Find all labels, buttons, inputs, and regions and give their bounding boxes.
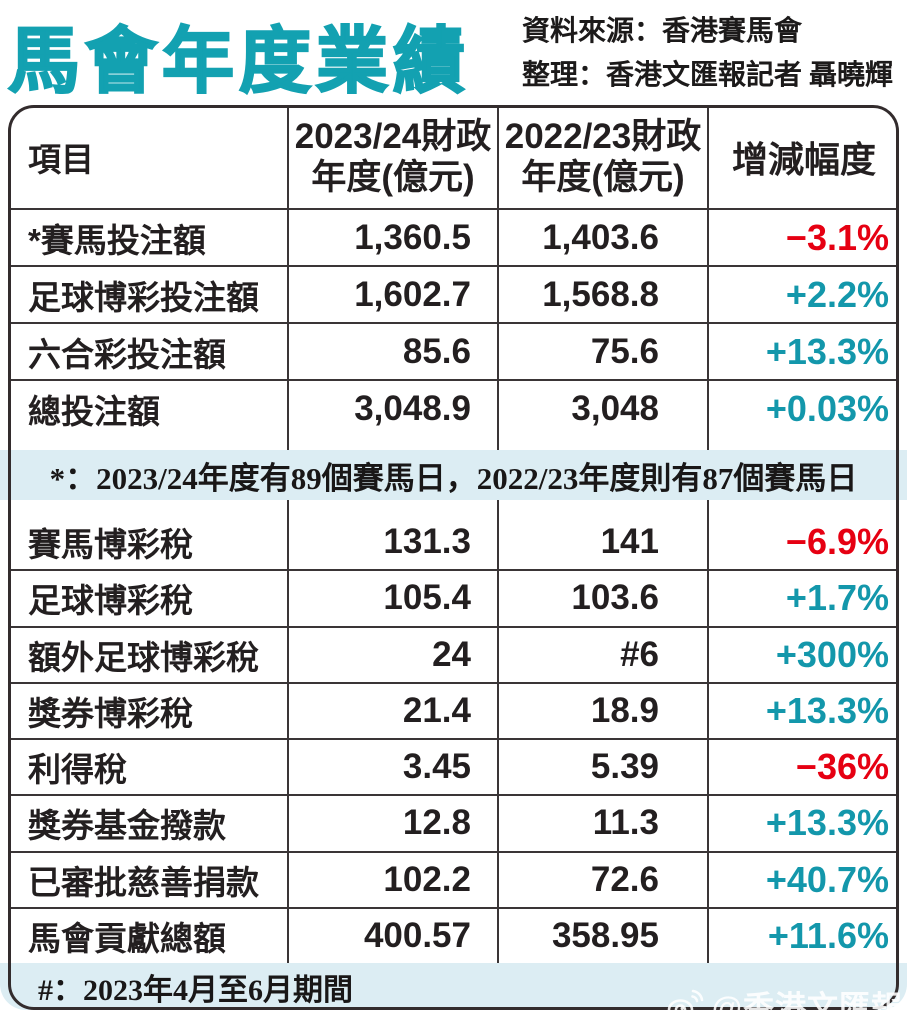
weibo-icon	[667, 988, 705, 1022]
table-row: 六合彩投注額 85.6 75.6 +13.3%	[8, 324, 899, 381]
header-fy2324-line1: 2023/24財政	[294, 116, 492, 156]
fy2223-cell: 103.6	[497, 571, 707, 626]
raceday-note: *：2023/24年度有89個賽馬日，2022/23年度則有87個賽馬日	[0, 450, 907, 500]
change-cell: +0.03%	[707, 381, 899, 436]
fy2223-cell: 5.39	[497, 740, 707, 795]
fy2324-cell: 24	[287, 627, 497, 682]
table-row: 已審批慈善捐款 102.2 72.6 +40.7%	[8, 852, 899, 909]
change-cell: +1.7%	[707, 571, 899, 626]
grid-spacer	[8, 436, 899, 450]
fy2223-cell: 18.9	[497, 683, 707, 738]
item-cell: *賽馬投注額	[28, 221, 206, 259]
fy2223-cell: 141	[497, 515, 707, 570]
table-row: 賽馬博彩稅 131.3 141 −6.9%	[8, 515, 899, 572]
fy2324-cell: 85.6	[287, 324, 497, 379]
fy2223-cell: 1,568.8	[497, 267, 707, 322]
grid-spacer	[8, 500, 899, 515]
fy2324-cell: 12.8	[287, 796, 497, 851]
fy2223-cell: 1,403.6	[497, 210, 707, 265]
header-change: 增減幅度	[707, 105, 899, 208]
watermark: @香港文匯報	[667, 982, 903, 1027]
change-cell: −6.9%	[707, 515, 899, 570]
table-header-row: 項目 2023/24財政 年度(億元) 2022/23財政 年度(億元) 增減幅…	[8, 105, 899, 210]
item-cell: 足球博彩投注額	[28, 278, 259, 316]
header-fy2223: 2022/23財政 年度(億元)	[497, 105, 707, 208]
change-cell: −3.1%	[707, 210, 899, 265]
table-row: 獎券博彩稅 21.4 18.9 +13.3%	[8, 683, 899, 740]
header-item: 項目	[28, 140, 94, 178]
table-row: 足球博彩稅 105.4 103.6 +1.7%	[8, 571, 899, 628]
change-cell: +13.3%	[707, 683, 899, 738]
fy2223-cell: 3,048	[497, 381, 707, 436]
fy2324-cell: 1,602.7	[287, 267, 497, 322]
credit-source-line: 資料來源：香港賽馬會	[522, 16, 803, 47]
fy2223-cell: #6	[497, 627, 707, 682]
item-cell: 已審批慈善捐款	[28, 863, 259, 901]
table-row: 足球博彩投注額 1,602.7 1,568.8 +2.2%	[8, 267, 899, 324]
item-cell: 利得稅	[28, 751, 127, 789]
watermark-handle: @香港文匯報	[711, 990, 903, 1025]
item-cell: 額外足球博彩稅	[28, 638, 259, 676]
fy2324-cell: 131.3	[287, 515, 497, 570]
page-title: 馬會年度業績	[7, 21, 471, 103]
fy2324-cell: 400.57	[287, 908, 497, 963]
fy2324-cell: 1,360.5	[287, 210, 497, 265]
change-cell: +13.3%	[707, 324, 899, 379]
table-row: 總投注額 3,048.9 3,048 +0.03%	[8, 381, 899, 436]
header-fy2223-line2: 年度(億元)	[521, 157, 685, 197]
fy2223-cell: 72.6	[497, 852, 707, 907]
tax-contribution-rows: 賽馬博彩稅 131.3 141 −6.9% 足球博彩稅 105.4 103.6 …	[8, 515, 899, 963]
change-cell: −36%	[707, 740, 899, 795]
fy2223-cell: 75.6	[497, 324, 707, 379]
period-footnote: #：2023年4月至6月期間	[0, 963, 907, 1010]
change-cell: +13.3%	[707, 796, 899, 851]
credit-block: 資料來源：香港賽馬會 整理：香港文匯報記者 聶曉輝	[522, 10, 907, 98]
header-fy2223-line1: 2022/23財政	[504, 116, 702, 156]
table-row: 利得稅 3.45 5.39 −36%	[8, 740, 899, 797]
table-row: 馬會貢獻總額 400.57 358.95 +11.6%	[8, 908, 899, 963]
table-row: *賽馬投注額 1,360.5 1,403.6 −3.1%	[8, 210, 899, 267]
change-cell: +11.6%	[707, 908, 899, 963]
change-cell: +40.7%	[707, 852, 899, 907]
fy2324-cell: 3.45	[287, 740, 497, 795]
results-table: 項目 2023/24財政 年度(億元) 2022/23財政 年度(億元) 增減幅…	[0, 105, 907, 1010]
header-fy2324-line2: 年度(億元)	[311, 157, 475, 197]
item-cell: 獎券基金撥款	[28, 807, 226, 845]
item-cell: 六合彩投注額	[28, 335, 226, 373]
item-cell: 獎券博彩稅	[28, 694, 193, 732]
fy2324-cell: 3,048.9	[287, 381, 497, 436]
fy2223-cell: 358.95	[497, 908, 707, 963]
period-footnote-text: #：2023年4月至6月期間	[38, 973, 353, 1007]
item-cell: 賽馬博彩稅	[28, 526, 193, 564]
item-cell: 馬會貢獻總額	[28, 919, 226, 957]
fy2324-cell: 105.4	[287, 571, 497, 626]
item-cell: 總投注額	[28, 392, 160, 430]
change-cell: +300%	[707, 627, 899, 682]
table-row: 獎券基金撥款 12.8 11.3 +13.3%	[8, 796, 899, 853]
item-cell: 足球博彩稅	[28, 582, 193, 620]
change-cell: +2.2%	[707, 267, 899, 322]
header-fy2324: 2023/24財政 年度(億元)	[287, 105, 497, 208]
credit-editor-line: 整理：香港文匯報記者 聶曉輝	[522, 60, 894, 91]
turnover-rows: *賽馬投注額 1,360.5 1,403.6 −3.1% 足球博彩投注額 1,6…	[8, 210, 899, 436]
fy2223-cell: 11.3	[497, 796, 707, 851]
fy2324-cell: 102.2	[287, 852, 497, 907]
table-row: 額外足球博彩稅 24 #6 +300%	[8, 627, 899, 684]
fy2324-cell: 21.4	[287, 683, 497, 738]
